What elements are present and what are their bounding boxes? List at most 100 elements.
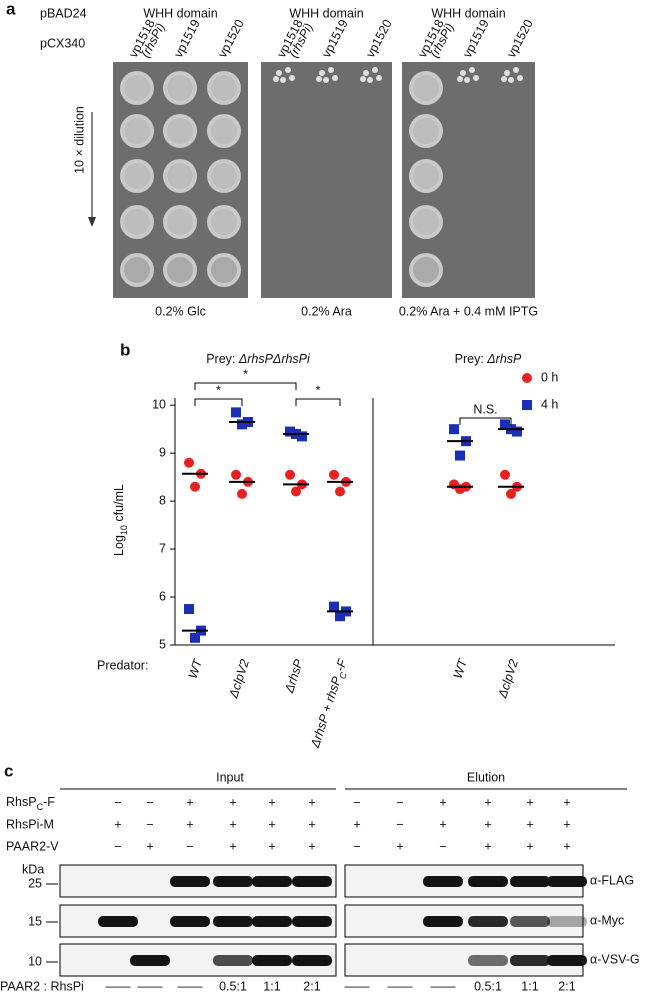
point — [335, 486, 345, 497]
ratio-value: 1:1 — [521, 979, 538, 993]
ratio-value: 2:1 — [558, 979, 575, 993]
spot-core — [211, 163, 237, 189]
row-symbol: + — [229, 795, 236, 809]
plate — [261, 62, 392, 298]
group-title: Prey: ΔrhsP — [455, 352, 522, 366]
row-label: RhsPi-M — [6, 817, 54, 831]
y-axis-label-part: Log — [112, 535, 126, 556]
point — [455, 484, 465, 495]
significance-label: N.S. — [473, 402, 497, 416]
y-tick-label: 5 — [159, 637, 166, 651]
group-title-part: ΔrhsPΔrhsPi — [238, 352, 311, 366]
spot-core — [413, 118, 439, 144]
condition-label: 0.2% Ara — [301, 304, 352, 318]
band — [547, 955, 587, 966]
antibody-label: α-FLAG — [590, 873, 634, 887]
band — [213, 955, 253, 966]
row-symbol: − — [396, 817, 403, 831]
spot-core — [167, 163, 193, 189]
marker-label: 25 — [28, 876, 42, 890]
row-symbol: − — [146, 795, 153, 809]
panel-label: b — [120, 340, 130, 359]
x-tick-label: ΔrhsP — [282, 657, 306, 695]
colony — [508, 77, 514, 83]
x-tick-label-part: -F — [333, 656, 350, 673]
colony — [469, 67, 475, 73]
row-symbol: + — [526, 839, 533, 853]
spot-core — [124, 209, 150, 235]
colony — [460, 70, 466, 76]
spot-core — [124, 163, 150, 189]
group-title-part: ΔrhsP — [486, 352, 522, 366]
ratio-value: 0.5:1 — [474, 979, 502, 993]
row-symbol: + — [146, 839, 153, 853]
point — [285, 426, 295, 437]
row-symbol: − — [396, 795, 403, 809]
point — [455, 450, 465, 461]
colony — [363, 70, 369, 76]
dilution-label: 10 × dilution — [72, 106, 86, 174]
spot-core — [211, 118, 237, 144]
marker-label: 15 — [28, 914, 42, 928]
y-tick-label: 6 — [159, 589, 166, 603]
point — [449, 424, 459, 435]
row-symbol: + — [439, 817, 446, 831]
ratio-label: PAAR2 : RhsPi — [0, 979, 84, 993]
spot-core — [413, 163, 439, 189]
colony — [457, 76, 463, 82]
panel-label: a — [6, 0, 16, 18]
y-axis-label-part: 10 — [119, 525, 129, 535]
spot-core — [211, 75, 237, 101]
row-symbol: + — [268, 817, 275, 831]
spot-core — [167, 75, 193, 101]
band — [98, 916, 138, 927]
spot-core — [413, 75, 439, 101]
ratio-value: —— — [388, 979, 414, 993]
colony — [332, 75, 338, 81]
row-symbol: + — [186, 795, 193, 809]
point — [231, 407, 241, 418]
colony — [319, 70, 325, 76]
band — [510, 955, 550, 966]
y-axis-label: Log10 cfu/mL — [112, 484, 129, 556]
plate-header: WHH domain — [431, 6, 505, 20]
column-label: vp1520 — [215, 17, 247, 60]
row-symbol: + — [439, 795, 446, 809]
arrow-head — [88, 217, 96, 227]
ratio-value: 1:1 — [263, 979, 280, 993]
spot-core — [167, 118, 193, 144]
plate-header: WHH domain — [289, 6, 363, 20]
band — [423, 876, 463, 887]
row-symbol: − — [439, 839, 446, 853]
panel-label: c — [4, 761, 13, 780]
spot-core — [167, 209, 193, 235]
row-symbol: + — [526, 795, 533, 809]
row-label-part: -F — [43, 795, 55, 809]
row-symbol: − — [353, 839, 360, 853]
column-label: vp1519 — [460, 17, 492, 60]
group-title-part: Prey: — [455, 352, 488, 366]
plasmid-label: pCX340 — [40, 36, 85, 50]
row-symbol: + — [308, 839, 315, 853]
antibody-label: α-Myc — [590, 913, 624, 927]
group-title-part: Prey: — [206, 352, 239, 366]
legend-swatch — [522, 400, 532, 410]
y-tick-label: 8 — [159, 493, 166, 507]
spot-core — [124, 118, 150, 144]
row-symbol: + — [484, 795, 491, 809]
row-symbol: − — [114, 839, 121, 853]
point — [237, 488, 247, 499]
row-symbol: + — [526, 817, 533, 831]
band — [292, 876, 332, 887]
x-axis-label: Predator: — [97, 658, 148, 672]
colony — [316, 76, 322, 82]
ratio-value: —— — [345, 979, 371, 993]
point — [329, 601, 339, 612]
y-axis-label-part: cfu/mL — [112, 484, 126, 525]
ratio-value: 0.5:1 — [219, 979, 247, 993]
legend-swatch — [522, 373, 532, 383]
band — [213, 916, 253, 927]
row-symbol: + — [268, 795, 275, 809]
row-label: PAAR2-V — [6, 839, 59, 853]
